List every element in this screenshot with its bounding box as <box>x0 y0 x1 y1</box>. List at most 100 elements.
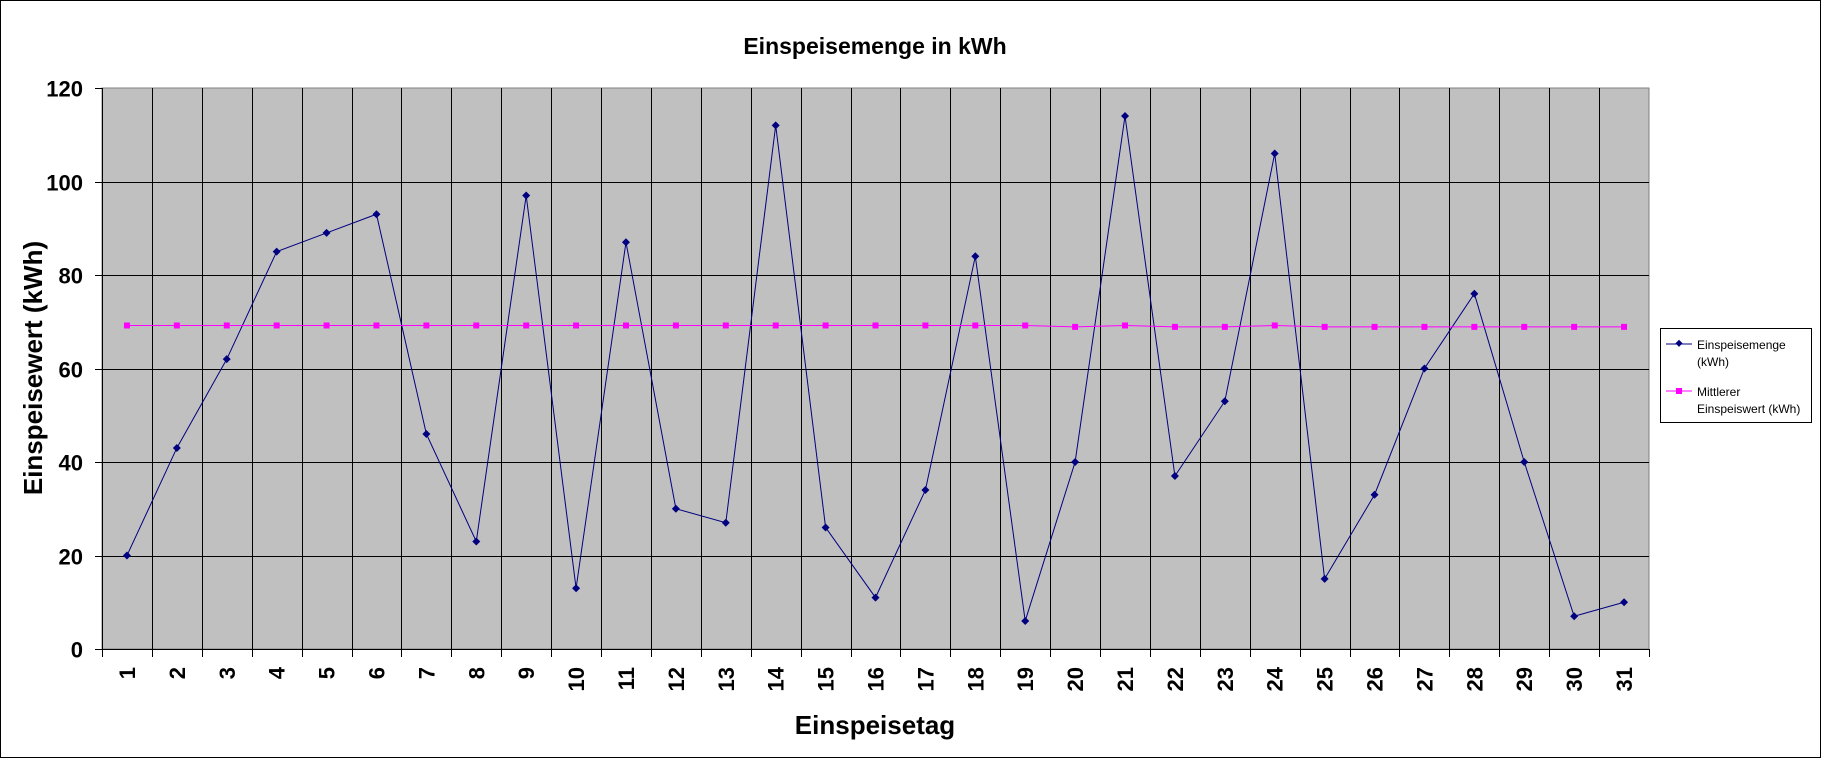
data-point-diamond <box>522 191 531 200</box>
data-point-square <box>972 322 979 329</box>
data-point-diamond <box>1520 458 1529 466</box>
x-tick-label: 3 <box>215 667 240 679</box>
data-point-square <box>173 322 180 329</box>
data-point-diamond <box>1071 458 1080 466</box>
data-point-diamond <box>172 443 181 452</box>
x-tick-label: 13 <box>714 667 739 691</box>
data-point-diamond <box>572 584 581 593</box>
x-tick-label: 18 <box>963 667 988 691</box>
x-tick-label: 22 <box>1163 667 1188 691</box>
x-tick-label: 8 <box>464 667 489 679</box>
data-point-square <box>922 322 929 329</box>
data-point-square <box>1022 322 1029 329</box>
x-tick-label: 29 <box>1512 667 1537 691</box>
data-point-square <box>273 322 280 329</box>
data-point-diamond <box>821 523 830 532</box>
x-tick-label: 12 <box>664 667 689 691</box>
x-tick-label: 16 <box>864 667 889 691</box>
data-point-diamond <box>771 121 780 130</box>
data-point-square <box>223 322 230 329</box>
y-tick-label: 120 <box>46 77 83 102</box>
data-point-diamond <box>971 252 980 261</box>
data-point-square <box>1571 323 1578 330</box>
data-point-diamond <box>222 355 231 364</box>
data-point-square <box>1421 323 1428 330</box>
x-tick-label: 14 <box>764 666 789 691</box>
data-point-diamond <box>721 518 730 527</box>
data-point-square <box>1371 323 1378 330</box>
data-point-square <box>1521 323 1528 330</box>
data-point-diamond <box>1570 612 1579 621</box>
data-point-square <box>622 322 629 329</box>
x-axis-title: Einspeisetag <box>795 710 955 740</box>
legend-label-2a: Mittlerer <box>1697 385 1740 399</box>
data-point-diamond <box>671 504 680 513</box>
data-point-diamond <box>1121 112 1130 121</box>
data-point-diamond <box>1320 574 1329 583</box>
x-tick-label: 27 <box>1412 667 1437 691</box>
y-tick-label: 60 <box>59 358 83 383</box>
chart-title: Einspeisemenge in kWh <box>743 33 1006 59</box>
data-point-diamond <box>1470 289 1479 298</box>
x-tick-label: 20 <box>1063 667 1088 691</box>
x-tick-label: 25 <box>1313 667 1338 691</box>
x-tick-label: 4 <box>265 666 290 679</box>
data-point-square <box>1321 323 1328 330</box>
y-tick-label: 20 <box>59 545 83 570</box>
x-tick-label: 11 <box>614 667 639 690</box>
legend-label-2b: Einspeiswert (kWh) <box>1697 402 1800 416</box>
y-tick-label: 100 <box>46 171 83 196</box>
data-point-diamond <box>1420 364 1429 373</box>
x-tick-label: 21 <box>1113 667 1138 691</box>
y-axis-title: Einspeisewert (kWh) <box>18 241 48 495</box>
data-point-square <box>523 322 530 329</box>
data-point-square <box>123 322 130 329</box>
data-point-diamond <box>1620 598 1629 607</box>
data-point-diamond <box>122 551 131 560</box>
data-point-square <box>573 322 580 329</box>
x-tick-label: 23 <box>1213 667 1238 691</box>
x-tick-label: 2 <box>165 667 190 679</box>
data-point-diamond <box>621 238 630 247</box>
x-tick-label: 28 <box>1462 667 1487 691</box>
x-tick-label: 5 <box>315 667 340 679</box>
x-tick-label: 6 <box>364 667 389 679</box>
data-point-diamond <box>1170 472 1179 481</box>
plot-area <box>101 87 1650 650</box>
data-point-diamond <box>871 593 880 602</box>
data-point-square <box>772 322 779 329</box>
data-point-square <box>1171 323 1178 330</box>
x-tick-label: 30 <box>1562 667 1587 691</box>
data-point-diamond <box>422 429 431 438</box>
data-point-diamond <box>372 210 381 219</box>
data-point-diamond <box>272 247 281 256</box>
data-point-diamond <box>1021 616 1030 625</box>
x-tick-label: 17 <box>913 667 938 691</box>
x-tick-label: 31 <box>1612 667 1637 691</box>
data-point-square <box>822 322 829 329</box>
x-tick-label: 1 <box>115 667 140 679</box>
data-point-square <box>473 322 480 329</box>
data-point-diamond <box>472 537 481 546</box>
data-point-square <box>1122 322 1129 329</box>
x-tick-label: 26 <box>1363 667 1388 691</box>
data-point-square <box>1621 323 1628 330</box>
x-tick-label: 7 <box>414 667 439 679</box>
data-point-diamond <box>1370 490 1379 499</box>
data-point-diamond <box>1270 149 1279 158</box>
x-tick-label: 24 <box>1263 666 1288 691</box>
data-point-square <box>1271 322 1278 329</box>
data-point-diamond <box>1220 397 1229 406</box>
data-point-square <box>373 322 380 329</box>
data-point-diamond <box>322 228 331 237</box>
x-tick-label: 9 <box>514 667 539 679</box>
data-point-square <box>323 322 330 329</box>
y-tick-label: 40 <box>59 451 83 476</box>
legend-label-1a: Einspeisemenge <box>1697 338 1786 352</box>
x-tick-label: 19 <box>1013 667 1038 691</box>
data-point-square <box>722 322 729 329</box>
data-point-square <box>1471 323 1478 330</box>
x-tick-label: 10 <box>564 667 589 691</box>
legend-marker-square <box>1676 388 1682 394</box>
